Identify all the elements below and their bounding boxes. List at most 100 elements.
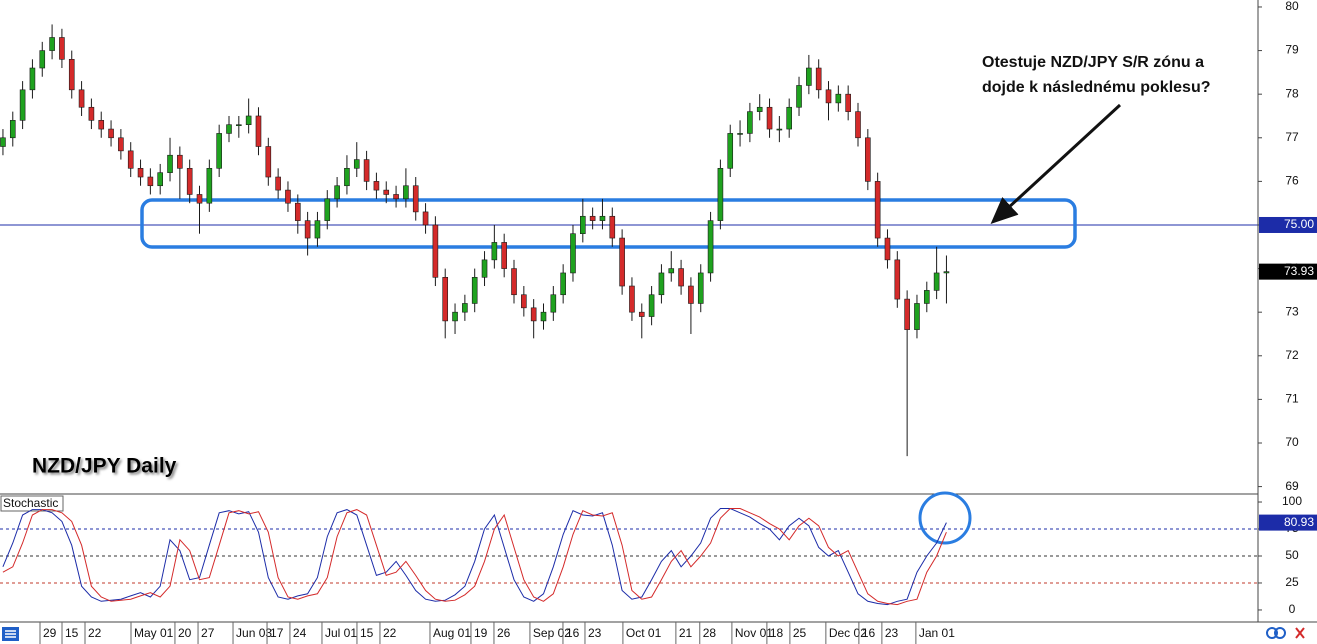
candle-body [521,294,527,309]
candle-body [19,89,26,121]
candle-body [560,272,566,296]
candle-body [619,237,625,287]
candle-body [688,285,694,304]
watermark-blank [1020,10,1256,48]
y-tick-label: 100 [1282,494,1302,508]
candle-body [570,233,576,274]
candle-body [943,271,950,274]
link-icon[interactable] [1266,627,1278,639]
x-tick-label: 19 [474,626,488,640]
x-tick-label: 16 [862,626,876,640]
candle-body [88,106,95,121]
x-tick-label: 23 [588,626,602,640]
x-tick-label: 15 [65,626,79,640]
close-icon[interactable] [1295,627,1305,639]
candle-body [177,154,183,169]
x-tick-label: 20 [178,626,192,640]
stochastic-line [2,508,947,606]
x-tick-label: 28 [703,626,717,640]
candle-body [206,168,213,204]
candle-body [127,150,134,169]
candle-body [707,220,714,274]
candle-body [157,172,163,187]
highlight-circle [918,491,972,545]
candle-body [403,185,409,200]
y-tick-label: 79 [1285,43,1299,57]
candle-body [609,215,616,239]
y-tick-label: 77 [1285,130,1299,144]
candle-body [39,50,46,69]
x-tick-label: May 01 [134,626,174,640]
annotation-line: Otestuje NZD/JPY S/R zónu a [982,54,1204,71]
candle-body [334,185,340,200]
x-tick-label: Nov 01 [735,626,773,640]
candle-body [294,202,301,221]
menu-icon-lines [5,630,16,638]
x-tick-label: Jul 01 [325,626,357,640]
candle-body [648,294,655,317]
candle-body [933,272,940,291]
candle-body [756,106,763,112]
x-tick-label: Jun 03 [236,626,272,640]
candle-body [914,303,920,330]
chart-label: NZD/JPY Daily [32,455,177,478]
x-tick-label: 16 [566,626,580,640]
candle-body [717,168,724,221]
candle-body [167,154,173,173]
annotation-line: dojde k následnému poklesu? [982,79,1211,96]
x-tick-label: 29 [43,626,57,640]
candle-body [186,168,193,195]
y-tick-label: 72 [1285,348,1299,362]
candle-body [530,307,537,322]
candle-body [697,272,704,304]
candle-body [786,106,792,130]
x-tick-label: Dec 02 [829,626,867,640]
y-tick-label: 0 [1289,602,1296,616]
candle-body [629,285,635,313]
x-tick-label: 24 [293,626,307,640]
x-tick-label: 26 [497,626,511,640]
y-tick-label: 76 [1285,174,1299,188]
x-tick-label: 25 [793,626,807,640]
candle-body [580,215,586,235]
annotation-arrow [990,103,1122,225]
candle-body [147,176,154,187]
x-tick-label: Sep 02 [533,626,571,640]
candle-body [78,89,85,108]
candle-body [589,215,596,221]
stochastic-line [2,508,947,606]
candle-body [265,146,272,178]
candle-body [776,128,783,131]
candle-body [658,272,665,296]
y-tick-label: 69 [1285,479,1299,493]
last-price-box [1259,263,1317,280]
candle-body [923,290,930,304]
candle-body [344,168,350,187]
y-tick-label: 25 [1285,575,1299,589]
candle-body [432,224,439,278]
y-tick-label: 71 [1285,392,1299,406]
candle-body [245,115,252,125]
candle-body [884,237,891,261]
candle-body [638,311,645,317]
candle-body [255,115,262,147]
candle-body [550,294,557,313]
candle-body [727,133,734,169]
candle-body [59,37,65,60]
candle-body [806,67,812,86]
candle-body [216,133,222,169]
candle-body [275,176,281,191]
stochastic-value-label: 80.93 [1284,515,1314,529]
indicator-title-box [0,495,64,512]
indicator-title: Stochastic [3,496,58,510]
candle-body [304,220,311,239]
x-tick-label: Aug 01 [433,626,471,640]
candle-body [845,93,851,112]
candle-body [98,120,105,130]
level-price-box [1259,216,1317,233]
candle-body [471,277,478,304]
candle-body [9,120,16,139]
candle-body [766,106,773,130]
candle-body [894,259,901,300]
